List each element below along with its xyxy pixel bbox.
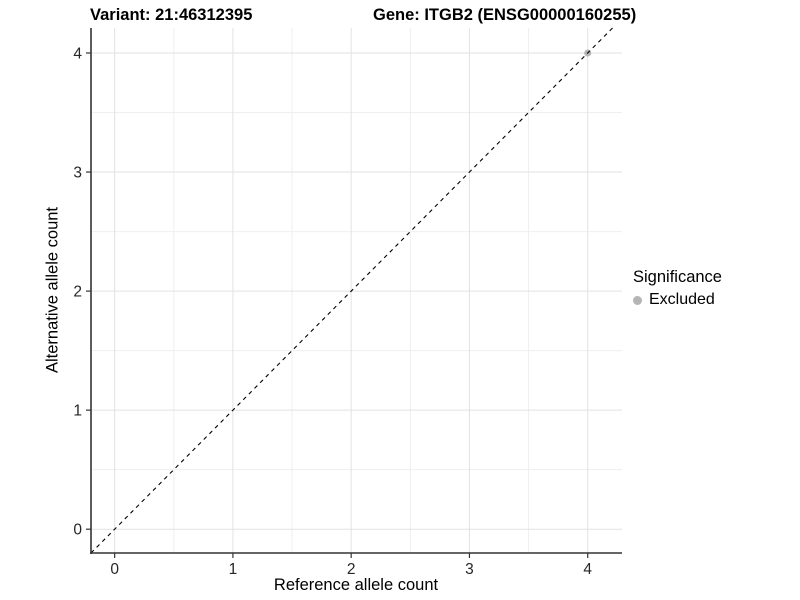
y-tick-label: 1 (73, 403, 82, 420)
y-tick-label: 2 (73, 284, 82, 301)
identity-line (90, 27, 613, 554)
legend-key-dot (633, 295, 642, 305)
legend-item: Excluded (633, 291, 722, 309)
legend: Significance Excluded (633, 268, 722, 309)
x-tick-label: 4 (583, 561, 592, 578)
y-tick-label: 3 (73, 165, 82, 182)
y-tick-label: 4 (73, 46, 82, 63)
x-tick-label: 2 (347, 561, 356, 578)
x-tick-label: 1 (229, 561, 238, 578)
variant-title: Variant: 21:46312395 (90, 6, 253, 24)
x-axis-title: Reference allele count (273, 576, 439, 594)
y-tick-label: 0 (73, 522, 82, 539)
legend-items: Excluded (633, 291, 722, 309)
legend-item-label: Excluded (649, 291, 715, 308)
legend-title: Significance (633, 268, 722, 286)
x-tick-label: 3 (465, 561, 474, 578)
y-axis-title: Alternative allele count (43, 206, 62, 374)
gene-title: Gene: ITGB2 (ENSG00000160255) (373, 6, 637, 24)
x-tick-label: 0 (110, 561, 119, 578)
